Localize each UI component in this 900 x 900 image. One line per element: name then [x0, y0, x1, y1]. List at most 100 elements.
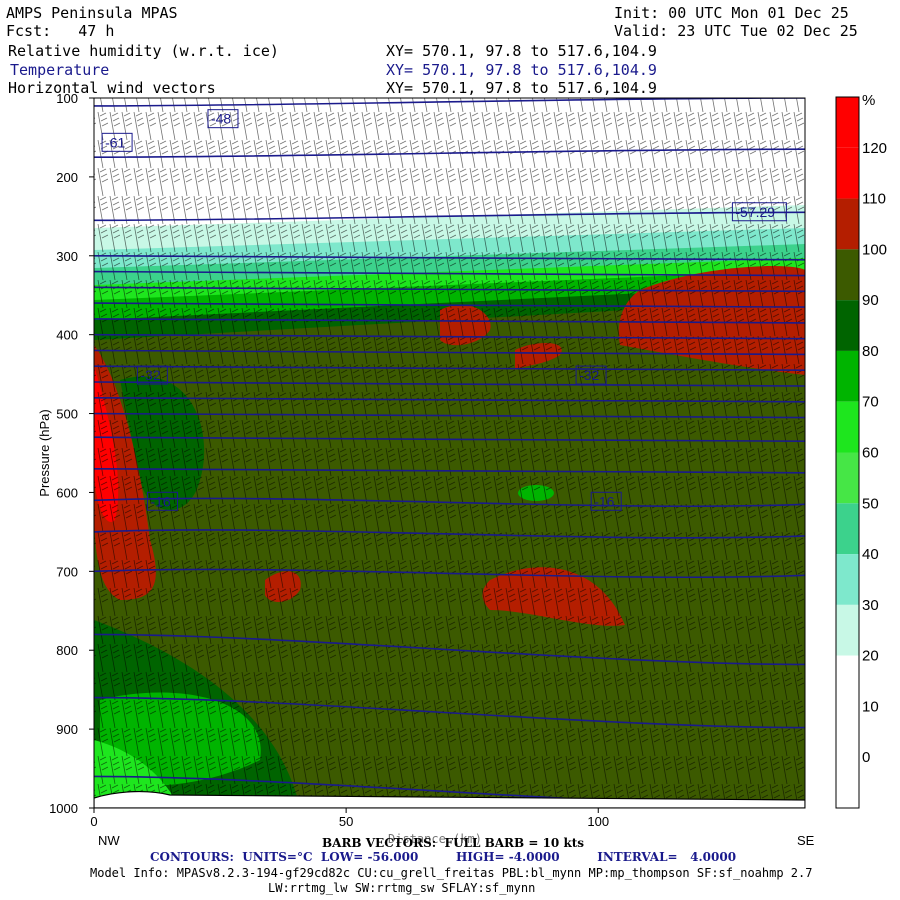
colorbar-frame	[835, 96, 860, 809]
isotherm	[94, 568, 805, 579]
model-info: Model Info: MPASv8.2.3-194-gf29cd82c CU:…	[90, 866, 813, 880]
isotherm	[94, 412, 805, 419]
colorbar-tick-label: 60	[862, 445, 879, 462]
x-end-label-se: SE	[797, 833, 815, 848]
isotherm	[94, 211, 805, 222]
isotherm	[94, 497, 805, 508]
colorbar-segment	[836, 757, 859, 808]
y-tick-label: 400	[56, 328, 78, 343]
colorbar-tick-label: 40	[862, 546, 879, 563]
wind-barbs	[94, 98, 805, 808]
model-info-physics: LW:rrtmg_lw SW:rrtmg_sw SFLAY:sf_mynn	[268, 881, 536, 895]
contour-label-box	[136, 365, 168, 385]
colorbar-unit: %	[862, 92, 875, 109]
temperature-contours	[94, 98, 805, 808]
isotherm	[94, 333, 805, 340]
contour-label-box	[590, 491, 622, 511]
isotherm	[94, 254, 805, 261]
colorbar-segment	[836, 249, 859, 301]
contour-info: CONTOURS: UNITS=°C LOW= -56.000 HIGH= -4…	[150, 850, 737, 864]
colorbar-segment	[836, 97, 859, 148]
isotherm	[94, 436, 805, 443]
colorbar-tick-label: 80	[862, 343, 879, 360]
contour-label: -48	[211, 111, 231, 127]
isotherm	[94, 286, 805, 293]
y-tick-label: 100	[56, 91, 78, 106]
colorbar-tick-label: 100	[862, 241, 887, 258]
x-tick-label: 50	[339, 814, 353, 829]
contour-labels: -48 -61 -57.29 -32 -32 -16 -16	[101, 109, 787, 511]
colorbar-tick-label: 70	[862, 394, 879, 411]
y-tick-label: 500	[56, 407, 78, 422]
isotherm	[94, 396, 805, 403]
field-temp-label: Temperature	[10, 61, 110, 79]
colorbar-segment	[836, 706, 859, 758]
colorbar-segment	[836, 198, 859, 250]
colorbar-tick-label: 90	[862, 292, 879, 309]
isotherm	[94, 696, 805, 729]
y-tick-label: 800	[56, 643, 78, 658]
x-tick-label: 0	[90, 814, 97, 829]
init-time: Init: 00 UTC Mon 01 Dec 25	[614, 4, 849, 22]
y-tick-label: 300	[56, 249, 78, 264]
contour-label: -32	[579, 367, 599, 383]
contour-label: -16	[150, 493, 170, 509]
contour-label-box	[207, 109, 239, 129]
y-axis-label: Pressure (hPa)	[37, 409, 52, 496]
colorbar-segment	[836, 147, 859, 199]
colorbar-segment	[836, 401, 859, 453]
x-end-label-nw: NW	[98, 833, 120, 848]
model-title: AMPS Peninsula MPAS	[6, 4, 178, 22]
plot-area	[94, 98, 805, 808]
field-rh-label: Relative humidity (w.r.t. ice)	[8, 42, 279, 60]
colorbar-segment	[836, 300, 859, 351]
colorbar-segment	[836, 350, 859, 402]
plot-frame	[93, 97, 806, 809]
y-tick-label: 1000	[49, 801, 78, 816]
isotherm	[94, 349, 805, 356]
y-tick-label: 200	[56, 170, 78, 185]
contour-label: -57.29	[735, 204, 775, 220]
colorbar-segment	[836, 655, 859, 707]
contour-label: -32	[140, 367, 160, 383]
contour-label-box	[731, 202, 787, 222]
isotherm	[94, 318, 805, 324]
colorbar-tick-label: 20	[862, 648, 879, 665]
colorbar-tick-label: 30	[862, 597, 879, 614]
contour-label-box	[101, 132, 133, 152]
colorbar-segment	[836, 503, 859, 555]
y-tick-label: 900	[56, 722, 78, 737]
terrain	[94, 790, 805, 808]
colorbar-tick-label: 120	[862, 140, 887, 157]
colorbar-tick-label: 110	[862, 191, 886, 208]
valid-time: Valid: 23 UTC Tue 02 Dec 25	[614, 22, 858, 40]
colorbar-segment	[836, 554, 859, 605]
contour-label: -61	[105, 134, 125, 150]
isotherm	[94, 302, 805, 308]
colorbar-segment	[836, 604, 859, 656]
isotherm	[94, 270, 805, 277]
contour-label-box	[575, 365, 607, 385]
xy-temp: XY= 570.1, 97.8 to 517.6,104.9	[386, 61, 657, 79]
xy-wind: XY= 570.1, 97.8 to 517.6,104.9	[386, 79, 657, 97]
forecast-hour: Fcst: 47 h	[6, 22, 115, 40]
isotherm	[94, 529, 805, 539]
y-tick-label: 600	[56, 485, 78, 500]
y-axis: 100 200 300 400 500 600 700 800 900 1000	[49, 91, 94, 816]
isotherm	[94, 381, 805, 387]
colorbar-tick-label: 0	[862, 749, 870, 766]
colorbar-tick-label: 10	[862, 698, 879, 715]
colorbar-segment	[836, 452, 859, 504]
x-axis-label: Distance (km)	[388, 832, 482, 846]
colorbar-tick-label: 50	[862, 495, 879, 512]
isotherm	[94, 365, 805, 372]
isotherm	[94, 148, 805, 158]
x-axis: 0 50 100 NW SE	[90, 808, 815, 848]
isotherm	[94, 633, 805, 666]
contour-label: -16	[594, 493, 614, 509]
y-tick-label: 700	[56, 564, 78, 579]
barb-legend: BARB VECTORS: FULL BARB = 10 kts	[322, 836, 585, 850]
x-tick-label: 100	[587, 814, 609, 829]
